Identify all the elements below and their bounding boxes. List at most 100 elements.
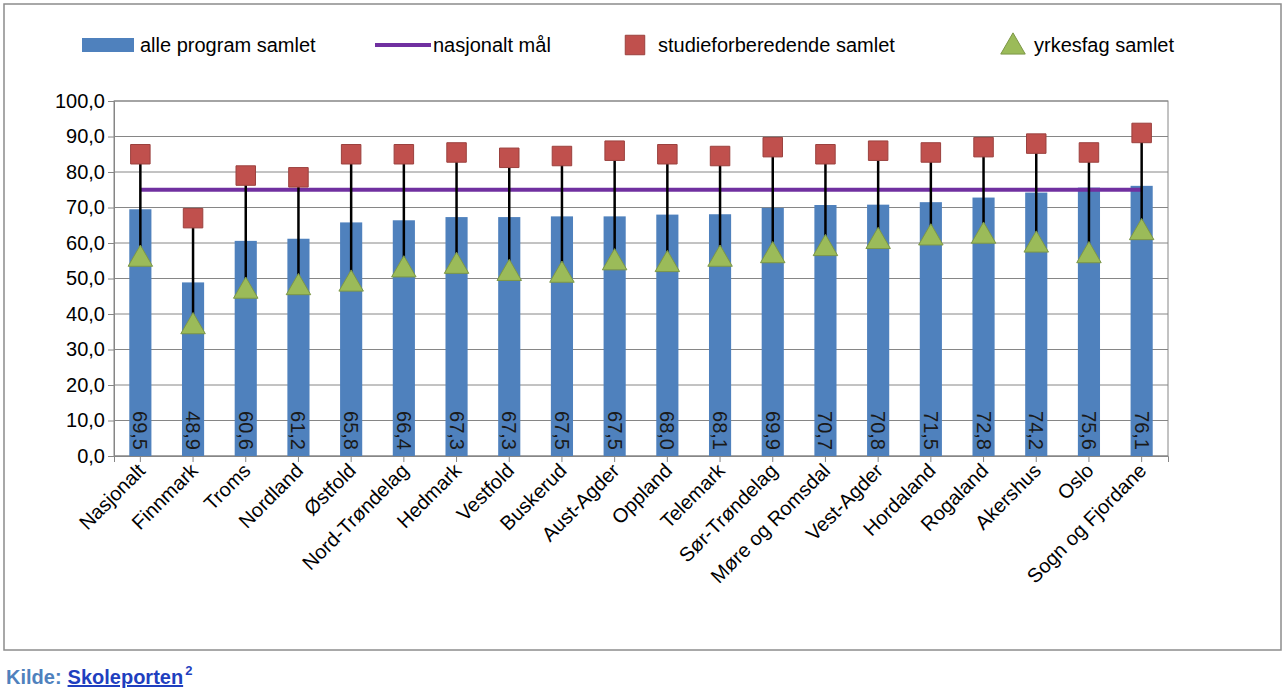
x-tick-mark (614, 456, 615, 462)
marker (286, 273, 311, 294)
x-tick-mark (983, 456, 984, 462)
legend-label: alle program samlet (140, 34, 316, 56)
y-tick-mark (108, 208, 114, 209)
y-axis: 0,010,020,030,040,050,060,070,080,090,01… (55, 90, 115, 467)
grid-line (114, 349, 1168, 350)
x-tick: Aust-Agder (537, 456, 624, 546)
marker (971, 222, 996, 243)
data-label: 74,2 (1025, 411, 1047, 450)
y-tick: 20,0 (66, 374, 114, 396)
marker (1027, 134, 1046, 153)
chart: 69,548,960,661,265,866,467,367,367,567,5… (0, 0, 1287, 696)
y-tick-mark (108, 243, 114, 244)
y-tick-label: 100,0 (55, 90, 105, 112)
marker (181, 313, 206, 334)
data-label: 70,8 (867, 411, 889, 450)
legend-swatch (625, 35, 644, 54)
grid-line (114, 243, 1168, 244)
marker (392, 256, 417, 277)
legend-item: nasjonalt mål (375, 34, 551, 56)
x-tick-mark (1088, 456, 1089, 462)
marker (500, 148, 519, 167)
high-low-line (666, 154, 669, 262)
marker (552, 146, 571, 165)
y-tick: 10,0 (66, 409, 114, 431)
y-axis-line (108, 102, 115, 457)
high-low-line (403, 154, 406, 268)
x-tick: Nordland (234, 456, 307, 532)
x-axis: NasjonaltFinnmarkTromsNordlandØstfoldNor… (75, 456, 1169, 587)
y-tick: 80,0 (66, 161, 114, 183)
grid-line (114, 136, 1168, 137)
y-tick-label: 80,0 (66, 161, 105, 183)
marker (763, 137, 782, 156)
y-tick: 100,0 (55, 90, 114, 112)
data-label: 68,1 (709, 411, 731, 450)
data-label: 67,3 (498, 411, 520, 450)
x-tick: Hedmark (392, 456, 466, 532)
y-tick-mark (108, 279, 114, 280)
data-label: 67,3 (446, 411, 468, 450)
x-tick-label: Oslo (1053, 459, 1098, 504)
legend-item: yrkesfag samlet (1001, 33, 1175, 56)
high-low-line (245, 176, 248, 290)
high-low-line (508, 158, 511, 272)
marker (550, 261, 575, 282)
legend-label: yrkesfag samlet (1034, 34, 1174, 56)
x-tick-mark (245, 456, 246, 462)
source-note: 2 (185, 663, 192, 678)
marker (183, 208, 202, 227)
data-label: 71,5 (920, 411, 942, 450)
marker (708, 245, 733, 266)
marker (602, 249, 627, 270)
marker (128, 245, 153, 266)
grid-line (114, 385, 1168, 386)
marker (1079, 143, 1098, 162)
source: Kilde:Skoleporten2 (6, 663, 192, 688)
high-low-line (297, 177, 300, 285)
marker (233, 277, 258, 298)
y-tick: 90,0 (66, 125, 114, 147)
y-tick: 50,0 (66, 267, 114, 289)
y-tick-mark (108, 172, 114, 173)
x-tick-label: Akershus (971, 459, 1046, 534)
data-label: 67,5 (551, 411, 573, 450)
x-tick: Oslo (1053, 456, 1098, 504)
high-low-line (1088, 152, 1091, 253)
marker (497, 259, 522, 280)
legend: alle program samletnasjonalt målstudiefo… (82, 33, 1174, 56)
plot-frame (114, 101, 1168, 456)
x-tick-mark (140, 456, 141, 462)
y-tick-mark (108, 421, 114, 422)
y-tick-label: 90,0 (66, 125, 105, 147)
marker (921, 143, 940, 162)
y-tick-label: 70,0 (66, 196, 105, 218)
y-tick: 70,0 (66, 196, 114, 218)
y-tick: 0,0 (77, 445, 114, 467)
x-tick: Sogn og Fjordane (1022, 456, 1150, 587)
y-tick-label: 30,0 (66, 338, 105, 360)
data-label: 72,8 (973, 411, 995, 450)
y-tick-label: 50,0 (66, 267, 105, 289)
x-tick-mark (298, 456, 299, 462)
x-tick-mark (667, 456, 668, 462)
legend-swatch (82, 38, 134, 52)
connectors (140, 133, 1141, 325)
data-label: 48,9 (182, 411, 204, 450)
source-link[interactable]: Skoleporten (68, 666, 184, 688)
marker (760, 242, 785, 263)
data-label: 76,1 (1131, 411, 1153, 450)
marker (868, 141, 887, 160)
high-low-line (877, 151, 880, 240)
data-label: 70,7 (814, 411, 836, 450)
y-tick-label: 20,0 (66, 374, 105, 396)
x-tick-mark (193, 456, 194, 462)
data-label: 68,0 (656, 411, 678, 450)
y-tick-mark (108, 350, 114, 351)
x-tick-mark (878, 456, 879, 462)
x-tick-mark (720, 456, 721, 462)
data-labels: 69,548,960,661,265,866,467,367,367,567,5… (129, 411, 1152, 450)
x-tick-mark (825, 456, 826, 462)
marker (816, 145, 835, 164)
y-tick: 30,0 (66, 338, 114, 360)
